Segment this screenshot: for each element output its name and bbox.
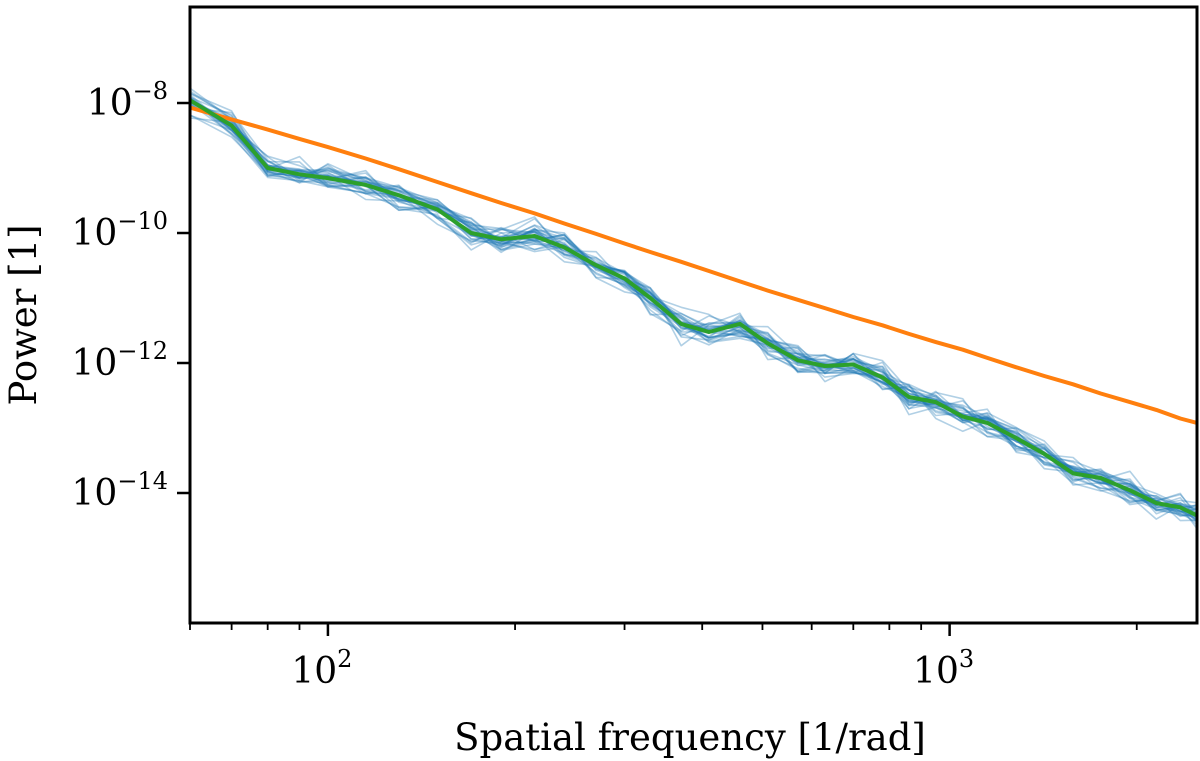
fit-line — [190, 105, 1197, 425]
mean-line — [190, 98, 1197, 518]
y-tick-label: 10−14 — [72, 467, 168, 514]
ensemble-line — [190, 92, 1197, 523]
ensemble-line — [190, 92, 1197, 515]
x-tick-label: 102 — [291, 645, 352, 692]
ensemble-line — [190, 99, 1197, 513]
ensemble-line — [190, 107, 1197, 512]
ensemble-line — [190, 102, 1197, 518]
x-axis-label: Spatial frequency [1/rad] — [454, 716, 926, 759]
plot-frame — [188, 5, 1199, 625]
x-axis-ticks: 102 103 — [189, 623, 1138, 692]
x-tick-label: 103 — [913, 645, 974, 692]
ensemble-line — [190, 98, 1197, 518]
y-axis-ticks: 10−8 10−10 10−12 10−14 — [72, 77, 190, 514]
y-tick-label: 10−12 — [72, 337, 168, 384]
y-tick-label: 10−8 — [87, 77, 168, 124]
y-axis-label: Power [1] — [2, 224, 45, 405]
ensemble-line — [190, 97, 1197, 518]
y-tick-label: 10−10 — [72, 207, 168, 254]
ensemble-line — [190, 104, 1197, 523]
series-lines — [190, 98, 1197, 518]
ensemble-line — [190, 102, 1197, 526]
ensemble-line — [190, 98, 1197, 521]
ensemble-line — [190, 99, 1197, 509]
